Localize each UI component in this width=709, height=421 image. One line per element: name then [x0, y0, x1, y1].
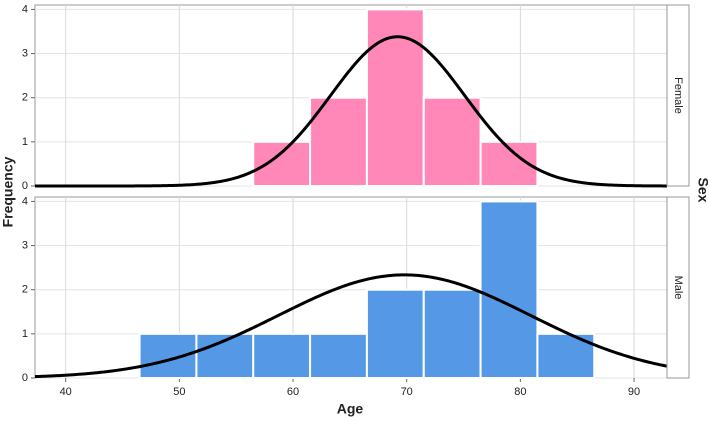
y-tick-label: 0: [22, 372, 28, 384]
bar: [422, 288, 482, 379]
y-tick-label: 0: [22, 180, 28, 192]
bar: [422, 96, 482, 187]
y-tick-label: 1: [22, 328, 28, 340]
normal-curve: [35, 35, 667, 188]
x-tick-label: 90: [628, 386, 640, 398]
x-tick-label: 40: [60, 386, 72, 398]
y-tick-label: 3: [22, 239, 28, 251]
bar: [309, 332, 368, 380]
facet-label: Male: [672, 276, 684, 300]
bar: [138, 332, 198, 380]
x-tick-label: 80: [514, 386, 526, 398]
y-axis-title: Frequency: [0, 156, 16, 227]
strip: [666, 196, 690, 379]
bar: [365, 8, 425, 188]
x-tick-label: 60: [287, 386, 299, 398]
y-tick-label: 4: [22, 195, 28, 207]
facet-title: Sex: [695, 178, 709, 203]
normal-curve: [34, 273, 668, 379]
y-tick-label: 2: [22, 284, 28, 296]
x-axis-title: Age: [337, 401, 364, 417]
x-tick-label: 50: [173, 386, 185, 398]
bar: [252, 332, 312, 380]
bar: [479, 200, 539, 379]
bar: [252, 140, 312, 187]
x-tick-label: 70: [401, 386, 413, 398]
bar: [365, 288, 425, 379]
y-tick-label: 4: [22, 3, 28, 15]
y-tick-label: 1: [22, 136, 28, 148]
strip: [666, 4, 690, 187]
facet-label: Female: [672, 77, 684, 114]
y-tick-label: 2: [22, 92, 28, 104]
y-tick-label: 3: [22, 47, 28, 59]
